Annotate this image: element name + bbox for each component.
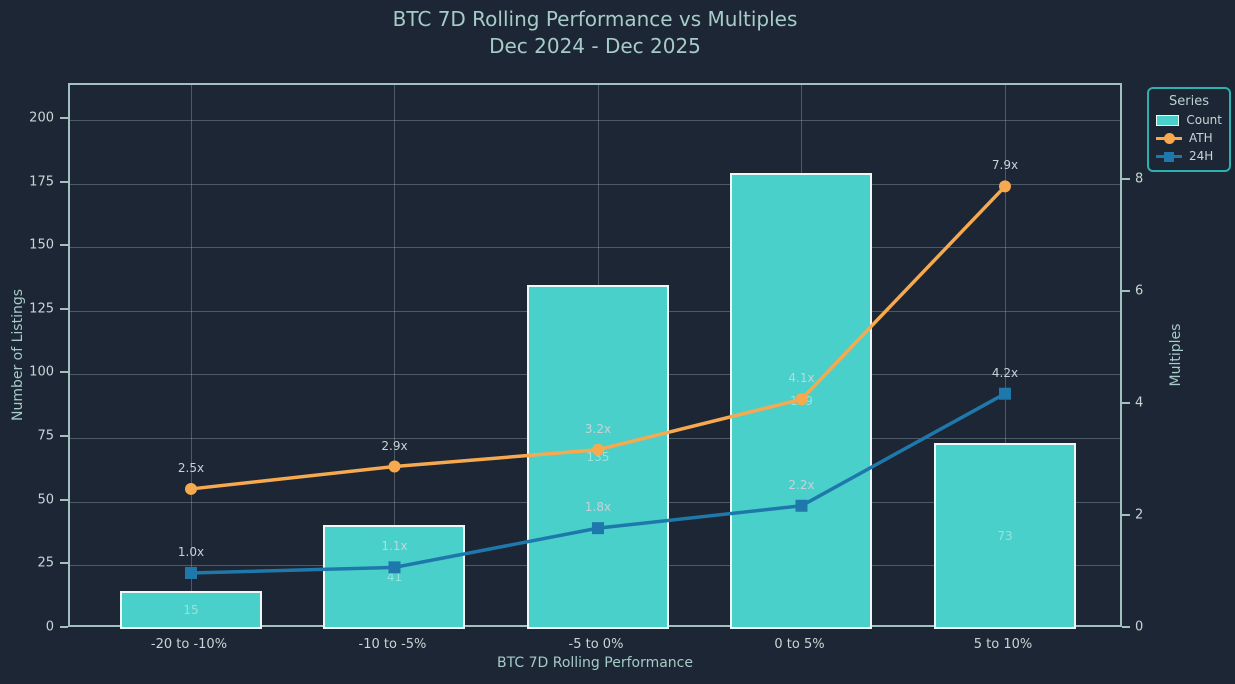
y-tick-label-right: 4 bbox=[1135, 395, 1144, 411]
legend-marker-circle bbox=[1164, 132, 1175, 144]
y-tick-label-right: 0 bbox=[1135, 619, 1144, 635]
ath-point-label: 7.9x bbox=[991, 158, 1019, 173]
line-series-layer bbox=[184, 180, 1011, 579]
x-tick-label: -20 to -10% bbox=[150, 637, 228, 652]
x-tick-label: 5 to 10% bbox=[973, 637, 1033, 652]
legend-label: Count bbox=[1186, 113, 1222, 127]
y-tick-label-left: 25 bbox=[37, 555, 54, 571]
chart-title-line2: Dec 2024 - Dec 2025 bbox=[489, 34, 701, 58]
tick-mark bbox=[60, 244, 68, 247]
tick-mark bbox=[60, 116, 68, 119]
y-tick-label-right: 6 bbox=[1135, 283, 1144, 299]
24h-point-label: 1.1x bbox=[381, 539, 408, 554]
y-tick-label-left: 175 bbox=[29, 174, 54, 190]
y-tick-label-left: 125 bbox=[29, 301, 54, 317]
legend-swatch-line bbox=[1156, 151, 1182, 162]
tick-mark bbox=[60, 180, 68, 183]
24h-marker bbox=[998, 387, 1011, 400]
tick-mark bbox=[1122, 177, 1130, 180]
bar-value-label: 73 bbox=[997, 529, 1013, 544]
ath-line bbox=[189, 184, 1007, 491]
x-tick-label: -5 to 0% bbox=[568, 637, 624, 652]
y-tick-label-right: 8 bbox=[1135, 171, 1144, 187]
legend-title: Series bbox=[1169, 94, 1209, 109]
tick-mark bbox=[60, 371, 68, 374]
24h-point-label: 4.2x bbox=[991, 365, 1019, 380]
y-tick-label-left: 50 bbox=[37, 492, 54, 508]
tick-mark bbox=[60, 626, 68, 628]
ath-marker bbox=[591, 443, 604, 456]
tick-mark bbox=[60, 307, 68, 310]
tick-mark bbox=[1122, 626, 1130, 628]
bar--20 to -10%: 15 bbox=[119, 590, 262, 629]
tick-mark bbox=[1122, 289, 1130, 292]
24h-line bbox=[189, 391, 1007, 575]
h-gridline bbox=[70, 247, 1120, 249]
ath-marker bbox=[184, 482, 197, 495]
y-tick-label-left: 100 bbox=[29, 364, 54, 380]
legend: Series Count ATH 24H bbox=[1147, 87, 1231, 172]
ath-point-label: 3.2x bbox=[584, 421, 612, 436]
24h-point-label: 2.2x bbox=[788, 477, 815, 492]
legend-label: ATH bbox=[1189, 131, 1213, 145]
ath-point-label: 2.5x bbox=[177, 460, 205, 475]
ath-point-label: 4.1x bbox=[788, 371, 815, 386]
chart-title-line1: BTC 7D Rolling Performance vs Multiples bbox=[392, 7, 798, 31]
24h-marker bbox=[184, 566, 197, 579]
legend-items: Count ATH 24H bbox=[1156, 113, 1222, 163]
y-tick-label-right: 2 bbox=[1135, 507, 1144, 523]
legend-item-ath: ATH bbox=[1156, 131, 1222, 145]
tick-mark bbox=[1122, 401, 1130, 404]
24h-marker bbox=[591, 522, 604, 535]
legend-swatch-line bbox=[1156, 132, 1182, 144]
ath-marker bbox=[795, 393, 808, 406]
legend-item-24h: 24H bbox=[1156, 149, 1222, 163]
v-gridline bbox=[394, 85, 396, 625]
24h-marker bbox=[388, 561, 401, 574]
x-axis-label: BTC 7D Rolling Performance bbox=[497, 655, 693, 671]
y-tick-label-left: 150 bbox=[29, 237, 54, 253]
y-tick-label-left: 200 bbox=[29, 110, 54, 126]
legend-label: 24H bbox=[1189, 149, 1214, 163]
chart-title: BTC 7D Rolling Performance vs Multiples … bbox=[0, 6, 1190, 60]
y-tick-label-left: 0 bbox=[45, 619, 54, 635]
x-tick-label: 0 to 5% bbox=[774, 637, 825, 652]
24h-point-label: 1.0x bbox=[177, 544, 205, 559]
bar-value-label: 135 bbox=[586, 450, 610, 465]
x-tick-label: -10 to -5% bbox=[358, 637, 427, 652]
ath-marker bbox=[388, 460, 401, 473]
h-gridline bbox=[70, 183, 1120, 185]
bar--5 to 0%: 135 bbox=[526, 285, 669, 629]
v-gridline bbox=[190, 85, 192, 625]
ath-marker bbox=[998, 180, 1011, 193]
24h-marker bbox=[795, 499, 808, 512]
bar-value-label: 15 bbox=[183, 602, 199, 617]
v-gridline bbox=[1004, 85, 1006, 625]
legend-swatch-bar bbox=[1156, 114, 1180, 126]
tick-mark bbox=[60, 435, 68, 438]
plot-area: 154113517973 2.5x2.9x3.2x4.1x7.9x1.0x1.1… bbox=[68, 83, 1122, 629]
ath-point-label: 2.9x bbox=[381, 438, 408, 453]
y-axis-label-right: Multiples bbox=[1168, 323, 1184, 387]
tick-mark bbox=[60, 562, 68, 565]
tick-mark bbox=[60, 498, 68, 501]
24h-point-label: 1.8x bbox=[584, 500, 612, 515]
bar--10 to -5%: 41 bbox=[323, 524, 466, 629]
h-gridline bbox=[70, 119, 1120, 121]
y-tick-label-left: 75 bbox=[37, 428, 54, 444]
legend-marker-square bbox=[1164, 151, 1174, 162]
tick-mark bbox=[1122, 513, 1130, 516]
bar-5 to 10%: 73 bbox=[933, 443, 1076, 629]
legend-item-count: Count bbox=[1156, 113, 1222, 127]
